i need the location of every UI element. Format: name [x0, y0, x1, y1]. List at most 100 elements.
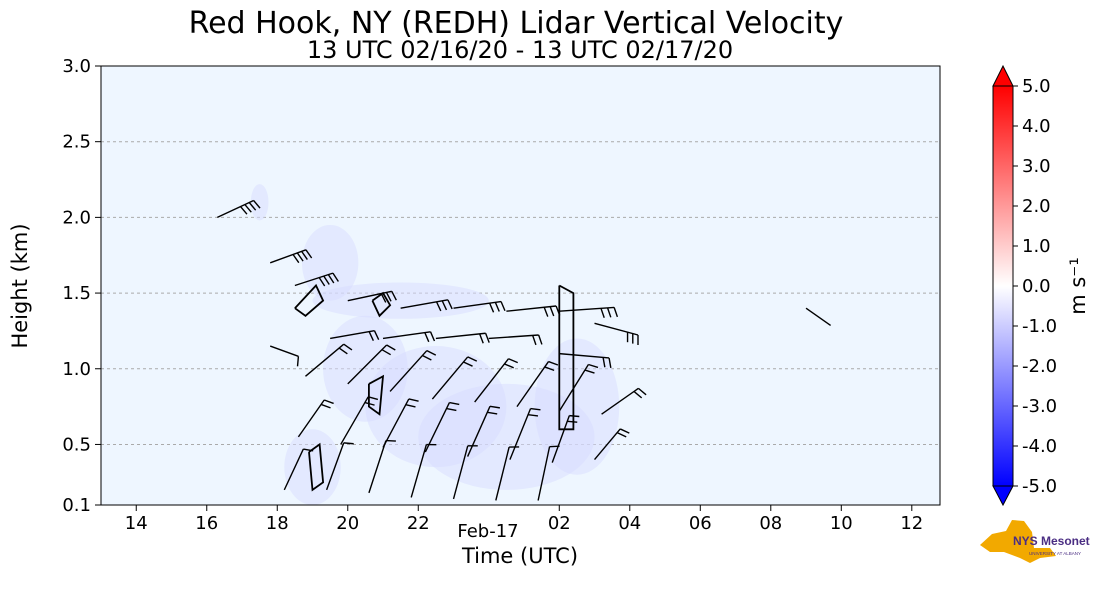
- colorbar-tick-label: 4.0: [1022, 116, 1051, 137]
- x-tick-label: 10: [830, 513, 853, 534]
- x-tick-label: 22: [407, 513, 430, 534]
- x-date-label: Feb-17: [457, 521, 518, 542]
- wind-barb-flag: [296, 356, 300, 367]
- wind-barb-flag: [549, 445, 560, 448]
- wind-barb: [400, 299, 453, 312]
- wind-barb: [347, 290, 397, 303]
- wind-barb-flag: [447, 299, 453, 310]
- velocity-contour: [368, 374, 385, 416]
- y-tick-label: 1.5: [62, 283, 91, 304]
- wind-barb-flag: [426, 349, 437, 356]
- wind-barb-flag: [484, 333, 490, 343]
- colorbar-label: m s⁻¹: [1066, 257, 1090, 315]
- wind-barb-flag: [318, 277, 326, 287]
- wind-barb: [347, 344, 396, 385]
- wind-barb-staff: [452, 445, 469, 500]
- wind-barb-staff: [537, 446, 551, 501]
- logo-subtext: UNIVERSITY AT ALBANY: [1029, 551, 1081, 556]
- wind-barb-flag: [323, 399, 334, 405]
- wind-barb-flag: [584, 369, 595, 374]
- wind-barb: [431, 356, 478, 400]
- wind-barb-staff: [805, 307, 832, 326]
- wind-barb-staff: [495, 446, 510, 501]
- wind-barb: [506, 305, 561, 317]
- wind-barb-staff: [340, 396, 369, 445]
- wind-barb-staff: [400, 299, 449, 309]
- wind-barb-flag: [508, 358, 519, 364]
- wind-barb-staff: [382, 331, 431, 340]
- wind-barb: [488, 334, 543, 346]
- wind-barb-staff: [217, 199, 254, 219]
- wind-barb-staff: [389, 350, 428, 392]
- wind-barb-staff: [431, 356, 469, 400]
- wind-barb-flag: [327, 274, 335, 284]
- nys-mesonet-logo: NYS Mesonet UNIVERSITY AT ALBANY: [980, 520, 1090, 563]
- x-tick-label: 08: [759, 513, 782, 534]
- wind-barb: [551, 414, 580, 463]
- wind-barb-flag: [619, 428, 630, 434]
- wind-barb: [474, 358, 519, 403]
- wind-barb-flag: [380, 293, 387, 303]
- wind-barb-flag: [323, 275, 330, 285]
- y-tick-label: 2.5: [62, 132, 91, 153]
- velocity-shading: [534, 338, 620, 475]
- x-axis-ticks: 14 16 18 20 22 02 04 06 08 10 12: [125, 505, 923, 534]
- wind-barb-staff: [410, 444, 428, 498]
- wind-barb-flag: [385, 292, 392, 302]
- wind-barb-staff: [509, 408, 532, 460]
- wind-barb-flag: [613, 307, 619, 318]
- colorbar-tick-label: -1.0: [1022, 316, 1057, 337]
- wind-barb: [269, 249, 313, 264]
- wind-barb-flag: [391, 290, 397, 301]
- wind-barb-staff: [368, 440, 387, 494]
- wind-barb: [410, 443, 437, 498]
- wind-barb-flag: [602, 357, 606, 368]
- wind-barb-flag: [381, 349, 391, 356]
- y-tick-label: 2.0: [62, 207, 91, 228]
- wind-barb: [269, 345, 300, 367]
- wind-barb-flag: [487, 411, 498, 415]
- wind-barb: [294, 272, 339, 287]
- wind-barb: [330, 329, 380, 341]
- wind-barb: [495, 446, 520, 501]
- wind-barb-staff: [347, 290, 392, 302]
- wind-barb-flag: [253, 200, 261, 209]
- velocity-contour: [294, 283, 325, 317]
- wind-barb-flag: [239, 206, 248, 215]
- wind-barb-flag: [292, 254, 300, 264]
- wind-barb-staff: [330, 329, 375, 340]
- wind-barb-staff: [325, 442, 345, 491]
- wind-barb-staff: [435, 332, 486, 340]
- velocity-shading: [301, 224, 359, 301]
- wind-barb-flag: [435, 301, 442, 312]
- wind-barb: [452, 445, 478, 500]
- wind-barb-flag: [368, 331, 374, 341]
- colorbar-high-extension: [992, 64, 1014, 87]
- wind-barb-flag: [494, 302, 500, 312]
- colorbar-tick-label: 0.0: [1022, 276, 1051, 297]
- colorbar: 5.0 4.0 3.0 2.0 1.0 0.0 -1.0 -2.0 -3.0 -4.0 -5.0 m…: [992, 64, 1090, 507]
- colorbar-tick-label: 5.0: [1022, 76, 1051, 97]
- wind-barb-flag: [527, 414, 539, 417]
- wind-barb-staff: [593, 428, 621, 461]
- wind-barb-staff: [559, 306, 615, 312]
- wind-barb-flag: [544, 366, 555, 372]
- x-tick-label: 16: [195, 513, 218, 534]
- wind-barb-staff: [559, 352, 610, 359]
- colorbar-tick-label: -3.0: [1022, 396, 1057, 417]
- y-tick-label: 3.0: [62, 56, 91, 77]
- colorbar-bar: [992, 85, 1014, 487]
- x-tick-label: 14: [125, 513, 148, 534]
- wind-barb-staff: [382, 398, 410, 448]
- wind-barb-flag: [332, 272, 339, 282]
- wind-barb-flag: [567, 420, 578, 423]
- y-tick-label: 0.1: [62, 495, 91, 516]
- wind-barb-flag: [429, 331, 436, 342]
- wind-barb: [368, 439, 396, 494]
- velocity-contour: [308, 442, 325, 492]
- wind-barb: [509, 407, 541, 460]
- colorbar-low-extension: [992, 485, 1014, 507]
- colorbar-tick-label: 2.0: [1022, 196, 1051, 217]
- x-tick-label: 02: [548, 513, 571, 534]
- wind-barb-flag: [368, 396, 379, 401]
